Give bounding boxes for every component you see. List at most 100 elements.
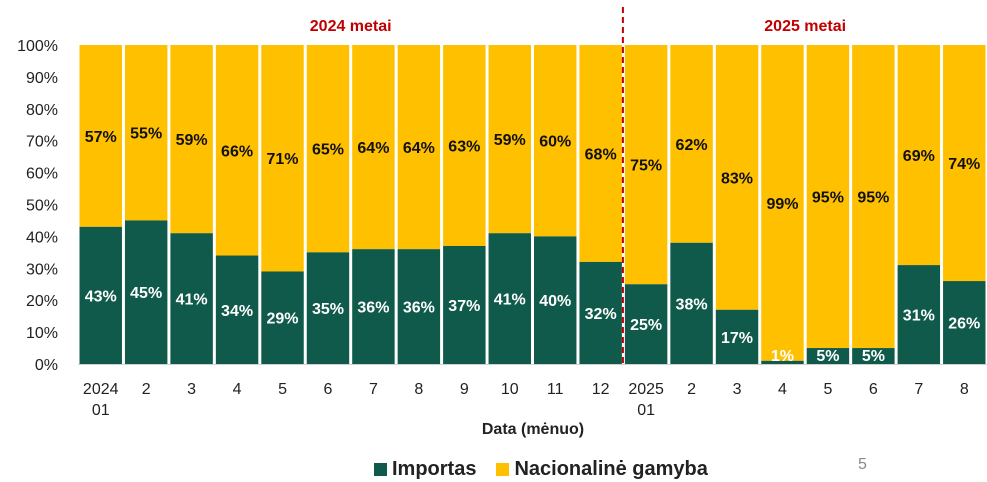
y-tick-label: 60% bbox=[26, 166, 58, 183]
data-label-importas: 29% bbox=[267, 311, 299, 328]
x-tick-label: 12 bbox=[592, 381, 610, 398]
data-label-nacionaline-gamyba: 66% bbox=[221, 143, 253, 160]
x-tick-label: 2 bbox=[142, 381, 151, 398]
bar-importas bbox=[79, 226, 122, 364]
x-tick-label: 7 bbox=[369, 381, 378, 398]
x-tick-label: 2024 bbox=[83, 381, 119, 398]
bar-importas bbox=[806, 348, 850, 364]
page-number: 5 bbox=[858, 456, 867, 473]
bar-nacionaline-gamyba bbox=[397, 45, 441, 250]
bar-importas bbox=[397, 249, 441, 364]
data-label-importas: 25% bbox=[630, 317, 662, 334]
data-label-importas: 36% bbox=[357, 300, 389, 317]
data-label-nacionaline-gamyba: 60% bbox=[539, 134, 571, 151]
bar-importas bbox=[761, 360, 804, 364]
period-label-2025: 2025 metai bbox=[764, 18, 846, 35]
x-axis-title: Data (mėnuo) bbox=[482, 421, 584, 438]
x-tick-label: 2025 bbox=[628, 381, 664, 398]
bar-importas bbox=[124, 220, 168, 364]
bar-nacionaline-gamyba bbox=[443, 45, 486, 246]
period-label-2024: 2024 metai bbox=[310, 18, 392, 35]
data-label-importas: 17% bbox=[721, 330, 753, 347]
bar-importas bbox=[170, 233, 213, 364]
data-label-nacionaline-gamyba: 75% bbox=[630, 158, 662, 175]
data-label-importas: 35% bbox=[312, 301, 344, 318]
data-label-nacionaline-gamyba: 74% bbox=[948, 156, 980, 173]
data-label-nacionaline-gamyba: 99% bbox=[766, 196, 798, 213]
bar-nacionaline-gamyba bbox=[579, 45, 622, 262]
x-tick-label: 5 bbox=[823, 381, 832, 398]
x-tick-label: 10 bbox=[501, 381, 519, 398]
x-tick-label: 5 bbox=[278, 381, 287, 398]
bar-nacionaline-gamyba bbox=[352, 45, 395, 250]
data-label-nacionaline-gamyba: 69% bbox=[903, 148, 935, 165]
y-tick-label: 0% bbox=[35, 357, 58, 374]
data-label-importas: 26% bbox=[948, 316, 980, 333]
data-label-nacionaline-gamyba: 71% bbox=[267, 151, 299, 168]
x-tick-label: 7 bbox=[914, 381, 923, 398]
data-label-nacionaline-gamyba: 95% bbox=[812, 190, 844, 207]
bar-nacionaline-gamyba bbox=[806, 45, 850, 349]
x-tick-label: 4 bbox=[778, 381, 787, 398]
y-tick-label: 50% bbox=[26, 198, 58, 215]
legend-label-nacionaline-gamyba: Nacionalinė gamyba bbox=[514, 457, 708, 480]
x-tick-label: 6 bbox=[324, 381, 333, 398]
data-label-importas: 37% bbox=[448, 298, 480, 315]
legend: Importas Nacionalinė gamyba bbox=[374, 456, 728, 482]
data-label-importas: 5% bbox=[862, 348, 885, 365]
data-label-importas: 45% bbox=[130, 285, 162, 302]
data-label-importas: 38% bbox=[676, 296, 708, 313]
legend-item-importas: Importas bbox=[374, 458, 476, 481]
bar-importas bbox=[852, 348, 895, 364]
bar-importas bbox=[306, 252, 350, 364]
legend-swatch-nacionaline-gamyba bbox=[496, 462, 510, 476]
y-tick-label: 90% bbox=[26, 70, 58, 87]
bar-importas bbox=[261, 271, 304, 364]
legend-swatch-importas bbox=[374, 462, 387, 476]
bar-importas bbox=[670, 242, 713, 364]
y-tick-label: 20% bbox=[26, 293, 58, 310]
data-label-importas: 41% bbox=[176, 292, 208, 309]
data-label-importas: 43% bbox=[85, 288, 117, 305]
data-label-nacionaline-gamyba: 65% bbox=[312, 142, 344, 159]
data-label-nacionaline-gamyba: 95% bbox=[857, 190, 889, 207]
bar-nacionaline-gamyba bbox=[79, 45, 122, 227]
bar-nacionaline-gamyba bbox=[943, 45, 986, 282]
bar-importas bbox=[534, 236, 577, 364]
legend-label-importas: Importas bbox=[392, 457, 477, 480]
data-label-nacionaline-gamyba: 63% bbox=[448, 138, 480, 155]
bar-importas bbox=[579, 261, 622, 364]
x-tick-label: 3 bbox=[187, 381, 196, 398]
bar-nacionaline-gamyba bbox=[261, 45, 304, 272]
x-tick-label: 6 bbox=[869, 381, 878, 398]
x-tick-label: 8 bbox=[414, 381, 423, 398]
bar-importas bbox=[624, 284, 668, 364]
x-tick-label: 8 bbox=[960, 381, 969, 398]
bar-nacionaline-gamyba bbox=[852, 45, 895, 349]
x-tick-label: 11 bbox=[547, 381, 564, 398]
y-tick-label: 40% bbox=[26, 229, 58, 246]
bar-importas bbox=[715, 309, 759, 364]
data-label-nacionaline-gamyba: 59% bbox=[176, 132, 208, 149]
y-tick-label: 10% bbox=[26, 325, 58, 342]
bar-nacionaline-gamyba bbox=[624, 45, 668, 285]
bar-nacionaline-gamyba bbox=[670, 45, 713, 243]
bar-importas bbox=[352, 249, 395, 364]
y-tick-label: 70% bbox=[26, 134, 58, 151]
data-label-importas: 5% bbox=[816, 348, 839, 365]
y-tick-label: 30% bbox=[26, 261, 58, 278]
bar-importas bbox=[897, 265, 941, 364]
bar-importas bbox=[488, 233, 531, 364]
data-label-nacionaline-gamyba: 83% bbox=[721, 170, 753, 187]
bar-nacionaline-gamyba bbox=[761, 45, 804, 361]
bar-nacionaline-gamyba bbox=[715, 45, 759, 310]
bar-importas bbox=[443, 245, 486, 364]
bar-nacionaline-gamyba bbox=[534, 45, 577, 237]
y-tick-label: 100% bbox=[17, 38, 58, 55]
data-label-importas: 1% bbox=[771, 348, 794, 365]
data-label-nacionaline-gamyba: 55% bbox=[130, 126, 162, 143]
bar-nacionaline-gamyba bbox=[170, 45, 213, 234]
x-tick-label: 9 bbox=[460, 381, 469, 398]
bar-importas bbox=[943, 281, 986, 364]
data-label-importas: 34% bbox=[221, 303, 253, 320]
